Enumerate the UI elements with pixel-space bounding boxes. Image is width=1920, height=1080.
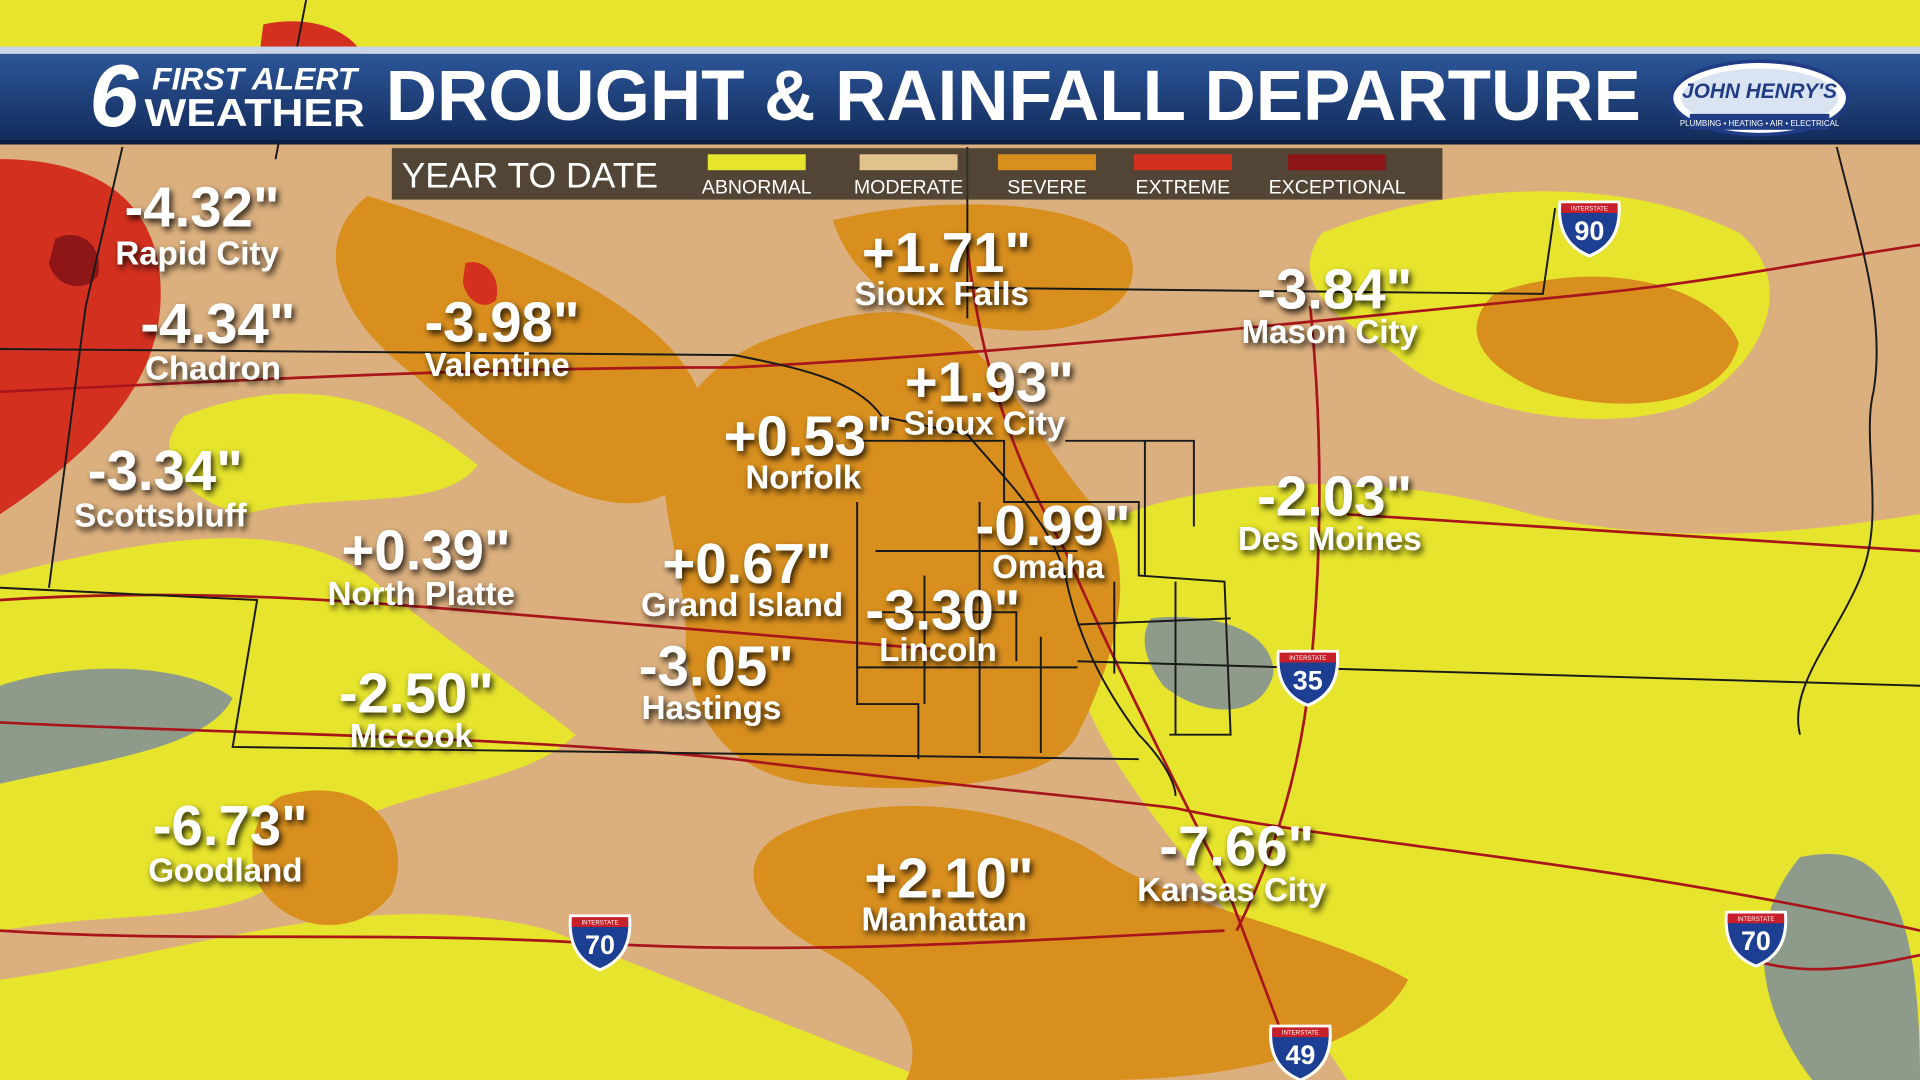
legend-item: EXCEPTIONAL <box>1269 176 1406 198</box>
city-value: -0.99" <box>976 494 1131 557</box>
shield-top <box>1561 203 1618 214</box>
legend-item: MODERATE <box>854 176 964 198</box>
city-value: +1.93" <box>905 351 1074 414</box>
legend-swatch <box>997 154 1096 171</box>
title: DROUGHT & RAINFALL DEPARTURE <box>386 57 1641 136</box>
city-name: Grand Island <box>641 587 843 624</box>
logo-line: FIRST ALERT <box>152 60 360 96</box>
logo-number: 6 <box>89 46 139 145</box>
legend-item: EXTREME <box>1136 176 1231 198</box>
shield-label: INTERSTATE <box>1289 655 1326 662</box>
header-edge <box>0 46 1920 54</box>
city-name: Chadron <box>145 351 281 388</box>
city-value: -7.66" <box>1159 815 1314 878</box>
legend-label: YEAR TO DATE <box>402 155 658 195</box>
shield-label: INTERSTATE <box>1282 1030 1319 1037</box>
city-value: -4.32" <box>125 176 280 239</box>
city-value: -6.73" <box>153 794 308 857</box>
shield-shape <box>1558 200 1621 258</box>
city-name: Kansas City <box>1137 872 1327 909</box>
legend-swatch <box>1288 154 1387 171</box>
sponsor-tagline: PLUMBING • HEATING • AIR • ELECTRICAL <box>1680 119 1840 128</box>
interstate-shield: INTERSTATE 70 <box>1724 910 1788 968</box>
shield-number: 49 <box>1285 1040 1315 1070</box>
city-value: +1.71" <box>862 221 1031 284</box>
shield-number: 90 <box>1574 216 1604 246</box>
shield-top <box>1272 1027 1329 1038</box>
interstate-shield: INTERSTATE 49 <box>1269 1024 1332 1080</box>
legend-swatch <box>859 154 958 171</box>
legend-item: ABNORMAL <box>702 176 812 198</box>
city-value: -3.30" <box>865 578 1020 641</box>
header-bar <box>0 53 1920 140</box>
city-name: Sioux Falls <box>854 276 1028 313</box>
city-name: North Platte <box>328 576 515 613</box>
interstate-shield: INTERSTATE 70 <box>568 914 632 972</box>
city-name: Lincoln <box>879 632 996 669</box>
legend: ABNORMAL MODERATE SEVERE EXTREME EXCEPTIONAL <box>702 154 1406 198</box>
city-value: +0.67" <box>662 532 831 595</box>
interstate-shield: INTERSTATE 35 <box>1276 649 1340 707</box>
shield-label: INTERSTATE <box>1737 916 1774 923</box>
city-name: Omaha <box>992 549 1105 586</box>
shield-number: 35 <box>1293 665 1323 695</box>
cities: -4.32"Rapid City -4.34"Chadron -3.98"Valen… <box>74 176 1421 939</box>
city-name: Mccook <box>350 718 474 755</box>
city-name: Rapid City <box>115 235 279 272</box>
interstate-shields: INTERSTATE90INTERSTATE35INTERSTATE70INTE… <box>568 200 1788 1080</box>
shield-label: INTERSTATE <box>581 919 618 926</box>
city-value: -4.34" <box>140 292 295 355</box>
sponsor-logo: JOHN HENRY'S PLUMBING • HEATING • AIR • … <box>1669 59 1850 137</box>
city-name: Sioux City <box>904 406 1066 443</box>
shield-top <box>1727 913 1785 924</box>
city-value: -2.03" <box>1257 465 1412 528</box>
city-value: +0.39" <box>342 518 511 581</box>
city-value: -3.98" <box>425 291 580 354</box>
city-value: -3.34" <box>88 439 243 502</box>
city-name: Mason City <box>1242 314 1419 351</box>
city-value: -2.50" <box>339 662 494 725</box>
interstate-shield: INTERSTATE 90 <box>1558 200 1621 258</box>
shield-top <box>1279 652 1336 663</box>
city-name: Valentine <box>425 347 570 384</box>
shield-label: INTERSTATE <box>1571 206 1608 213</box>
city-name: Goodland <box>148 853 302 890</box>
city-name: Manhattan <box>861 902 1026 939</box>
city-value: -3.05" <box>639 635 794 698</box>
city-name: Scottsbluff <box>74 498 248 535</box>
city-name: Norfolk <box>745 460 861 497</box>
shield-shape <box>1276 649 1340 707</box>
legend-swatch <box>707 154 806 171</box>
sponsor-name: JOHN HENRY'S <box>1682 80 1837 103</box>
legend-swatch <box>1133 154 1232 171</box>
city-name: Hastings <box>642 690 782 727</box>
shield-number: 70 <box>585 930 615 960</box>
city-value: -3.84" <box>1257 258 1412 321</box>
shield-top <box>571 917 629 927</box>
city-value: +2.10" <box>864 847 1033 910</box>
city-name: Des Moines <box>1238 521 1422 558</box>
header-edge <box>0 139 1920 145</box>
shield-shape <box>568 914 632 972</box>
city-value: +0.53" <box>724 405 893 468</box>
legend-item: SEVERE <box>1007 176 1086 198</box>
shield-shape <box>1724 910 1788 968</box>
logo-line: WEATHER <box>144 92 364 135</box>
shield-number: 70 <box>1741 926 1771 956</box>
